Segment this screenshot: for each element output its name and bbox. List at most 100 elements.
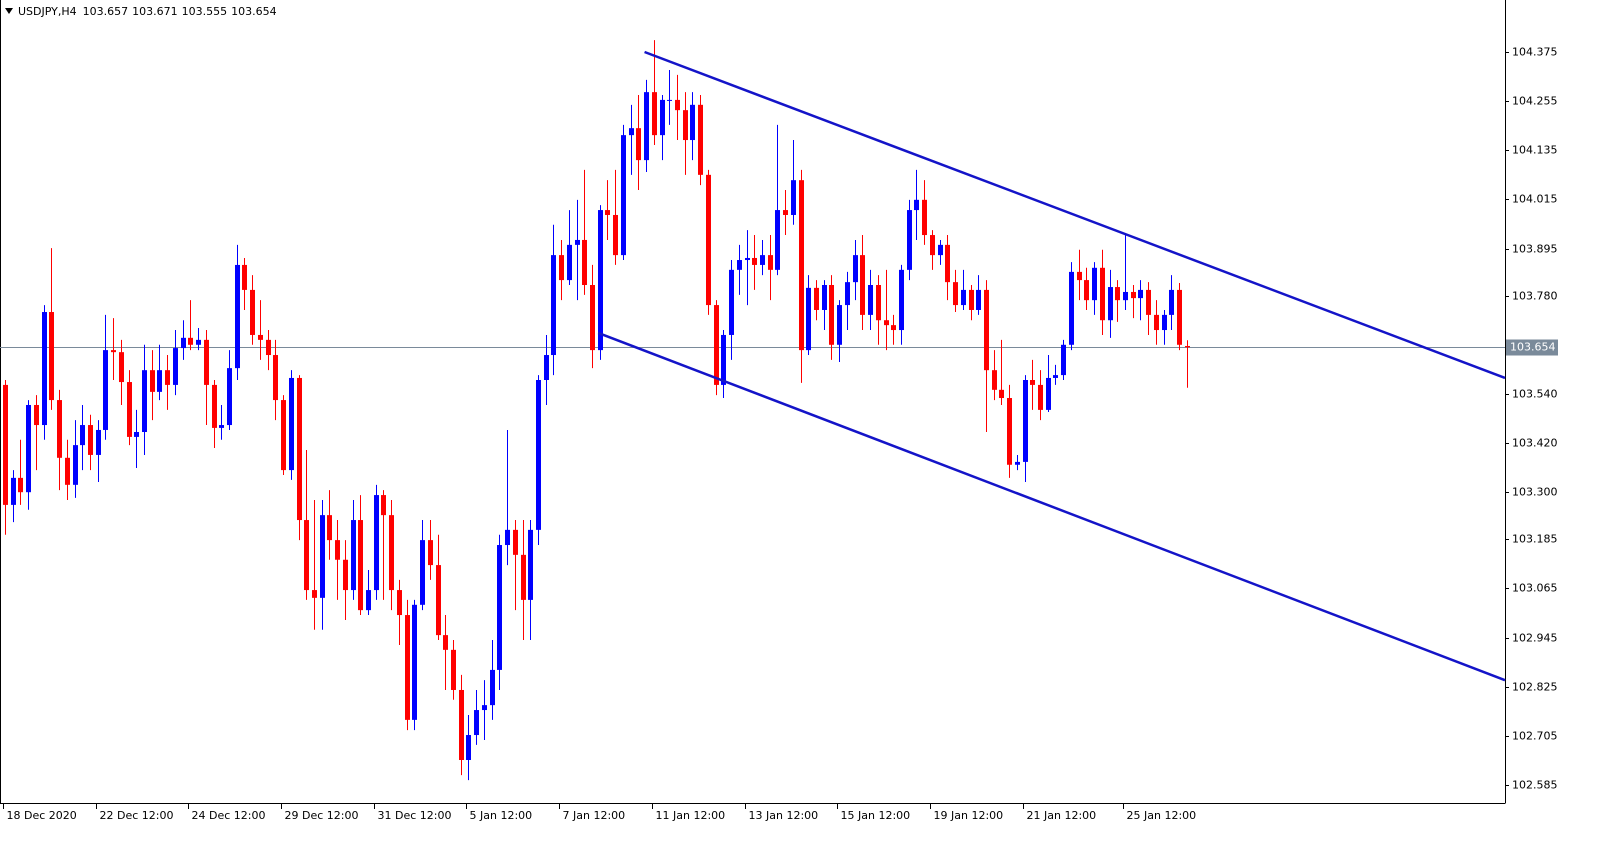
candle-body (34, 404, 39, 426)
candle-body (466, 735, 471, 761)
candle-body (173, 348, 178, 385)
candle-body (412, 604, 417, 720)
candle-body (1023, 380, 1028, 462)
candle-body (366, 590, 371, 611)
candle-body (181, 337, 186, 349)
candle-body (273, 355, 278, 401)
x-tick-label: 5 Jan 12:00 (470, 809, 533, 822)
y-tick-label: 103.540 (1512, 388, 1558, 401)
x-tick-label: 11 Jan 12:00 (656, 809, 726, 822)
candle-body (459, 689, 464, 761)
candle-body (389, 515, 394, 591)
candle-body (1177, 289, 1182, 345)
candle-body (737, 260, 742, 270)
candle-body (1115, 287, 1120, 301)
candle-body (428, 540, 433, 566)
candle-body (1108, 287, 1113, 321)
candle-body (327, 515, 332, 541)
candle-body (629, 128, 634, 136)
candle-body (1185, 346, 1190, 348)
y-tick-label: 104.015 (1512, 193, 1558, 206)
candle-body (490, 669, 495, 706)
y-tick-label: 102.705 (1512, 730, 1558, 743)
y-tick-label: 103.300 (1512, 486, 1558, 499)
candle-body (312, 590, 317, 598)
candle-body (436, 565, 441, 636)
x-tick-label: 24 Dec 12:00 (192, 809, 266, 822)
y-tick-label: 104.255 (1512, 95, 1558, 108)
candle-body (984, 289, 989, 371)
candle-body (1169, 289, 1174, 315)
y-tick-label: 104.375 (1512, 46, 1558, 59)
candle-body (304, 520, 309, 591)
y-tick-label: 103.185 (1512, 533, 1558, 546)
candle-body (775, 210, 780, 270)
candle-body (930, 235, 935, 256)
candle-body (497, 545, 502, 670)
x-tick-label: 15 Jan 12:00 (841, 809, 911, 822)
candle-body (513, 529, 518, 555)
candle-body (1061, 344, 1066, 376)
candle-body (242, 264, 247, 290)
symbol: USDJPY,H4 (18, 5, 77, 18)
candle-body (853, 255, 858, 283)
candle-body (235, 264, 240, 369)
candle-body (65, 457, 70, 485)
candle-body (88, 425, 93, 455)
candle-body (335, 540, 340, 560)
candle-body (528, 529, 533, 600)
candle-body (814, 287, 819, 310)
candle-body (1092, 267, 1097, 301)
x-tick-label: 29 Dec 12:00 (285, 809, 359, 822)
candle-body (42, 312, 47, 426)
candle-body (320, 515, 325, 598)
candle-body (799, 180, 804, 351)
candle-body (907, 210, 912, 270)
candle-body (791, 180, 796, 215)
y-tick-label: 103.065 (1512, 582, 1558, 595)
candle-body (559, 255, 564, 281)
candle-body (26, 404, 31, 493)
candle-body (698, 104, 703, 175)
y-tick-label: 102.825 (1512, 681, 1558, 694)
candle-body (188, 337, 193, 345)
candle-body (690, 104, 695, 141)
candle-body (683, 110, 688, 141)
candle-body (976, 289, 981, 310)
candle-body (451, 649, 456, 690)
candle-body (945, 244, 950, 283)
candle-body (551, 255, 556, 356)
candle-body (752, 257, 757, 265)
candle-body (150, 370, 155, 392)
candle-body (845, 282, 850, 306)
candle-body (204, 339, 209, 385)
candle-body (420, 540, 425, 605)
candle-body (343, 559, 348, 591)
candle-body (760, 255, 765, 265)
candle-body (953, 282, 958, 306)
candle-body (938, 244, 943, 256)
candle-body (358, 520, 363, 611)
candle-body (80, 425, 85, 446)
candle-body (899, 269, 904, 331)
candle-body (714, 305, 719, 385)
y-tick-label: 102.945 (1512, 632, 1558, 645)
chart-header: USDJPY,H4 103.657 103.671 103.555 103.654 (18, 5, 277, 18)
candle-body (590, 285, 595, 351)
candle-body (860, 255, 865, 315)
candle-body (1084, 280, 1089, 301)
candle-body (914, 199, 919, 211)
candle-body (544, 355, 549, 381)
candle-body (621, 135, 626, 256)
x-tick-label: 18 Dec 2020 (7, 809, 77, 822)
candle-body (18, 477, 23, 493)
candle-body (196, 339, 201, 345)
candle-body (721, 334, 726, 385)
candle-body (613, 214, 618, 256)
candle-body (567, 244, 572, 281)
trend-line (597, 331, 1506, 682)
candle-body (868, 285, 873, 315)
candle-body (667, 99, 672, 101)
header-high: 103.671 (132, 5, 178, 18)
